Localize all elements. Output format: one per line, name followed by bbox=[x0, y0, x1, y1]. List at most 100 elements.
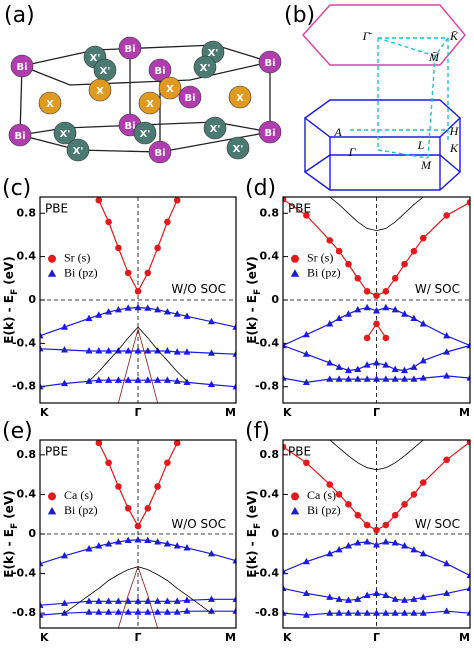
projection-marker bbox=[208, 317, 215, 325]
projection-marker bbox=[85, 597, 93, 604]
projection-marker bbox=[154, 608, 162, 615]
y-tick-label: -0.8 bbox=[12, 380, 36, 393]
projection-marker bbox=[144, 608, 152, 615]
projection-marker bbox=[163, 540, 171, 547]
band-line bbox=[118, 327, 158, 403]
atom-label: X' bbox=[60, 129, 71, 140]
projection-marker bbox=[85, 347, 93, 354]
y-axis-label-part: E(k) - E bbox=[2, 529, 16, 578]
projection-marker bbox=[443, 456, 450, 464]
projection-marker bbox=[154, 538, 162, 545]
atom-label: X' bbox=[208, 48, 219, 59]
atom-label: X bbox=[166, 84, 174, 95]
projection-marker bbox=[326, 320, 334, 327]
projection-marker bbox=[85, 545, 93, 552]
projection-marker bbox=[283, 341, 287, 349]
projection-marker bbox=[373, 526, 380, 534]
y-tick-label: -0.8 bbox=[255, 606, 279, 619]
projection-marker bbox=[144, 347, 152, 354]
projection-marker bbox=[95, 608, 103, 615]
projection-marker bbox=[401, 609, 409, 616]
projection-marker bbox=[382, 361, 390, 368]
atom bbox=[66, 138, 90, 162]
band bbox=[283, 440, 470, 534]
x-tick-label: Γ bbox=[373, 631, 380, 644]
projection-marker bbox=[154, 597, 162, 604]
bz-point-label: K bbox=[449, 141, 459, 155]
projection-marker bbox=[410, 247, 418, 255]
y-tick-label: 0.4 bbox=[17, 487, 37, 500]
y-tick-label: -0.4 bbox=[12, 336, 36, 349]
y-tick-label: -0.4 bbox=[255, 567, 279, 580]
y-tick-label: 0.4 bbox=[17, 250, 37, 263]
legend-label: Ca (s) bbox=[307, 488, 336, 502]
atom-label: X bbox=[236, 93, 244, 104]
projection-marker bbox=[401, 501, 408, 508]
legend-marker bbox=[47, 269, 57, 277]
band bbox=[329, 440, 424, 471]
projection-marker bbox=[419, 549, 427, 557]
y-axis-label-part: (eV) bbox=[2, 490, 16, 523]
projection-marker bbox=[391, 609, 399, 616]
atom bbox=[148, 140, 172, 164]
band bbox=[40, 536, 236, 567]
projection-marker bbox=[61, 599, 68, 606]
band-panel: (c) E(k) - EF (eV) 0.8 0.4 0 -0.4 -0.8 K Γ M PBE W/… bbox=[2, 176, 237, 419]
projection-marker bbox=[363, 288, 371, 295]
projection-marker bbox=[344, 366, 352, 374]
projection-marker bbox=[163, 308, 171, 315]
projection-marker bbox=[115, 483, 122, 490]
projection-marker bbox=[326, 359, 334, 366]
projection-marker bbox=[144, 304, 152, 311]
projection-marker bbox=[419, 479, 427, 486]
projection-marker bbox=[40, 331, 44, 339]
projection-marker bbox=[363, 591, 371, 598]
projection-marker bbox=[85, 314, 93, 322]
projection-marker bbox=[419, 609, 427, 616]
x-tick-label: Γ bbox=[134, 631, 141, 644]
projection-marker bbox=[232, 323, 236, 330]
projection-marker bbox=[410, 363, 418, 370]
projection-marker bbox=[124, 608, 132, 615]
projection-marker bbox=[391, 595, 399, 602]
bulk-bz-bottom bbox=[303, 154, 462, 191]
projection-marker bbox=[61, 609, 68, 616]
projection-marker bbox=[335, 247, 343, 255]
projection-marker bbox=[283, 374, 287, 381]
y-tick-label: -0.4 bbox=[12, 567, 36, 580]
x-tick-label: M bbox=[459, 631, 470, 644]
projection-marker bbox=[391, 539, 399, 546]
projection-marker bbox=[173, 197, 181, 204]
bz-point-label: L bbox=[417, 138, 425, 152]
atom bbox=[203, 116, 227, 140]
projection-marker bbox=[373, 541, 380, 548]
band bbox=[283, 197, 470, 299]
y-tick-label: 0.8 bbox=[17, 206, 37, 219]
projection-marker bbox=[105, 540, 113, 547]
band bbox=[283, 303, 470, 349]
band bbox=[118, 327, 158, 403]
projection-marker bbox=[232, 350, 236, 357]
projection-marker bbox=[466, 440, 470, 446]
band bbox=[40, 303, 236, 339]
band bbox=[40, 607, 236, 618]
projection-marker bbox=[154, 244, 161, 252]
projection-marker bbox=[183, 348, 191, 355]
projection-marker bbox=[163, 608, 171, 615]
projection-marker bbox=[401, 596, 409, 603]
projection-marker bbox=[134, 522, 142, 530]
projection-marker bbox=[363, 609, 371, 616]
atom bbox=[38, 91, 62, 115]
bulk-bz-top bbox=[303, 99, 462, 138]
y-tick-label: 0.8 bbox=[17, 448, 37, 461]
projection-marker bbox=[373, 359, 380, 366]
projection-marker bbox=[105, 459, 112, 467]
projection-marker bbox=[410, 314, 418, 322]
projection-marker bbox=[373, 609, 380, 616]
y-axis-label-part: (eV) bbox=[2, 256, 16, 289]
projection-marker bbox=[373, 320, 380, 328]
projection-marker bbox=[382, 334, 390, 342]
band-line bbox=[329, 197, 424, 232]
projection-marker bbox=[302, 589, 310, 596]
